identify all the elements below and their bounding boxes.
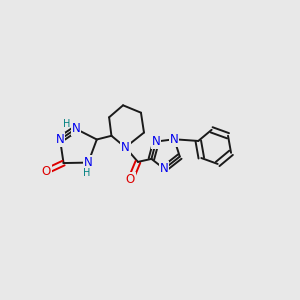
Text: N: N <box>84 156 93 169</box>
Text: N: N <box>152 135 161 148</box>
Text: O: O <box>126 173 135 186</box>
Text: N: N <box>71 122 80 135</box>
Text: N: N <box>160 162 169 175</box>
Text: H: H <box>83 168 91 178</box>
Text: O: O <box>42 165 51 178</box>
Text: N: N <box>121 141 130 154</box>
Text: N: N <box>170 133 178 146</box>
Text: N: N <box>56 133 64 146</box>
Text: H: H <box>63 119 70 129</box>
